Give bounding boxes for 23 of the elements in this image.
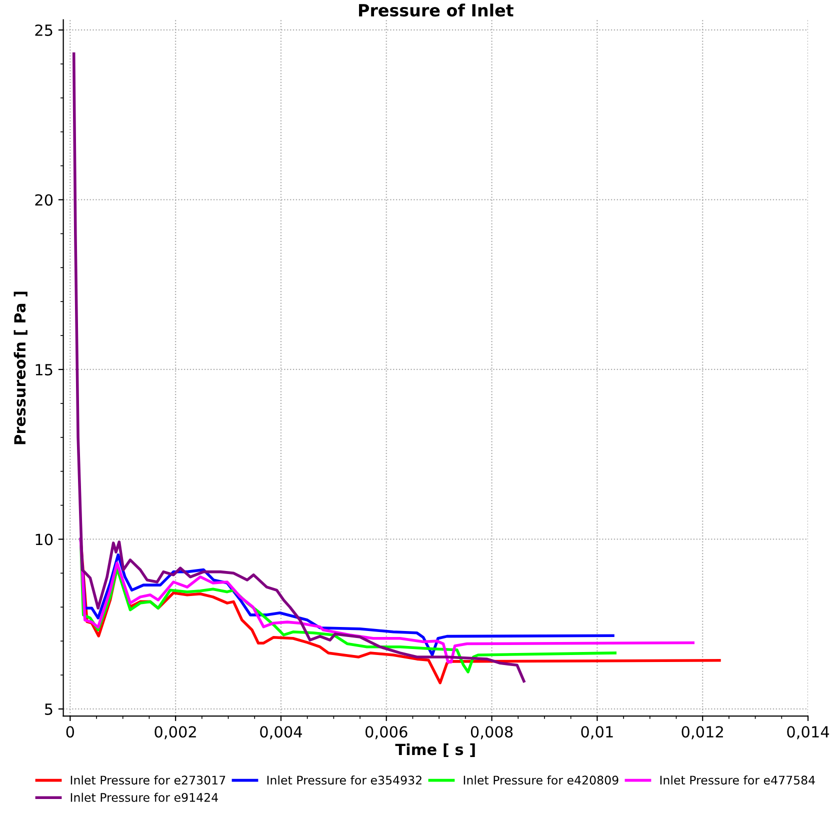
chart-title: Pressure of Inlet xyxy=(359,4,514,17)
x-tick-label: 0 xyxy=(66,726,74,738)
y-tick-label: 25 xyxy=(35,24,52,36)
legend-label: Inlet Pressure for e420809 xyxy=(464,775,618,785)
legend-label: Inlet Pressure for e354932 xyxy=(267,775,422,785)
x-tick-label: 0,004 xyxy=(260,726,302,740)
x-tick-label: 0,01 xyxy=(581,726,613,740)
x-tick-label: 0,012 xyxy=(682,726,723,740)
legend-label: Inlet Pressure for e273017 xyxy=(70,775,226,785)
line-series xyxy=(79,538,695,664)
x-tick-label: 0,014 xyxy=(787,726,830,740)
y-tick-label: 10 xyxy=(36,534,53,546)
y-tick-label: 20 xyxy=(35,194,53,206)
line-series xyxy=(72,52,526,683)
legend-label: Inlet Pressure for e91424 xyxy=(70,792,218,802)
legend-label: Inlet Pressure for e477584 xyxy=(660,775,815,785)
x-tick-label: 0,002 xyxy=(154,726,196,740)
y-axis-title: Pressureofn [ Pa ] xyxy=(14,292,28,444)
x-tick-label: 0,008 xyxy=(470,726,513,740)
y-tick-label: 5 xyxy=(45,704,52,715)
x-tick-label: 0,006 xyxy=(366,726,408,740)
y-tick-label: 15 xyxy=(36,364,52,376)
x-axis-title: Time [ s ] xyxy=(395,743,475,758)
